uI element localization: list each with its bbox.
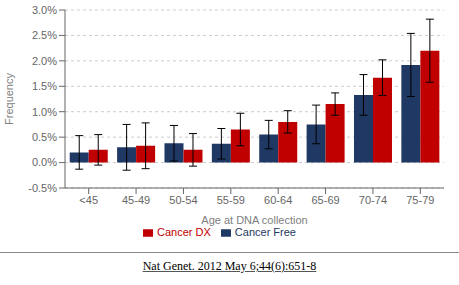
html-text:Cancer DX: Cancer DX xyxy=(157,226,211,238)
svg-text:50-54: 50-54 xyxy=(169,194,197,206)
svg-text:60-64: 60-64 xyxy=(264,194,292,206)
svg-text:1.0%: 1.0% xyxy=(32,106,57,118)
svg-text:Age at DNA collection: Age at DNA collection xyxy=(201,214,307,226)
svg-text:2.5%: 2.5% xyxy=(32,29,57,41)
svg-text:55-59: 55-59 xyxy=(217,194,245,206)
svg-text:-0.5%: -0.5% xyxy=(28,182,57,194)
html-text:Nat Genet. 2012 May 6;44(6):65: Nat Genet. 2012 May 6;44(6):651-8 xyxy=(142,259,317,273)
html-text:Cancer Free: Cancer Free xyxy=(234,226,296,238)
svg-text:0.5%: 0.5% xyxy=(32,131,57,143)
svg-text:Frequency: Frequency xyxy=(8,73,15,125)
svg-text:70-74: 70-74 xyxy=(359,194,387,206)
svg-text:2.0%: 2.0% xyxy=(32,55,57,67)
svg-text:<45: <45 xyxy=(79,194,98,206)
svg-text:3.0%: 3.0% xyxy=(32,4,57,16)
svg-text:45-49: 45-49 xyxy=(122,194,150,206)
svg-text:65-69: 65-69 xyxy=(311,194,339,206)
svg-text:75-79: 75-79 xyxy=(406,194,434,206)
svg-text:0.0%: 0.0% xyxy=(32,156,57,168)
svg-text:1.5%: 1.5% xyxy=(32,80,57,92)
